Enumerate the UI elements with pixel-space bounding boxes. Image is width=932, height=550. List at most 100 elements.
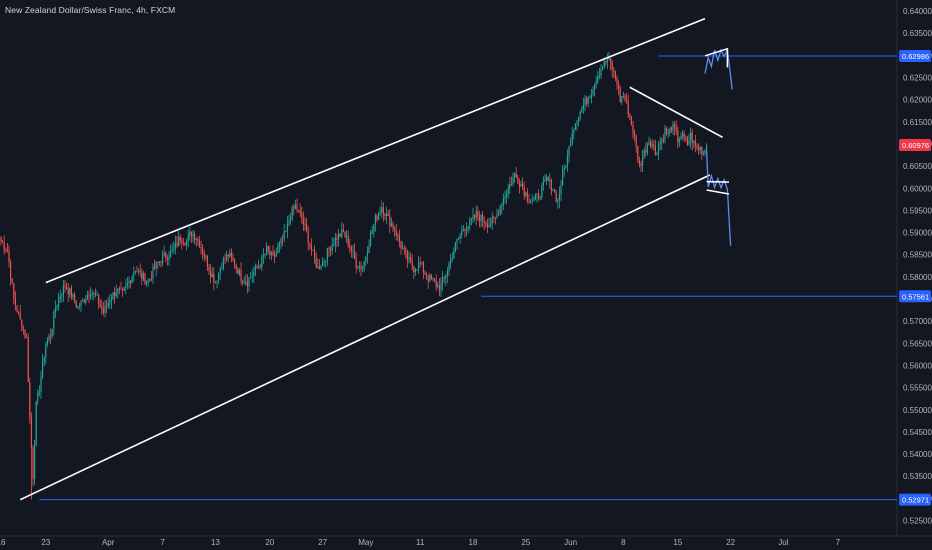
- candle-body: [590, 94, 592, 98]
- descending-line-trendline[interactable]: [629, 86, 723, 139]
- candle-body: [518, 183, 520, 187]
- candle: [357, 265, 359, 270]
- candle-body: [558, 193, 560, 201]
- low-price-badge[interactable]: 0.52971: [899, 493, 931, 506]
- channel-lower-trendline[interactable]: [19, 174, 711, 501]
- candle-body: [413, 266, 415, 273]
- candle-body: [520, 183, 522, 187]
- candle: [606, 53, 608, 70]
- bullish-scenario-path[interactable]: [704, 47, 733, 90]
- candle-body: [322, 261, 324, 267]
- candle: [531, 194, 533, 205]
- candle: [694, 134, 696, 153]
- candle: [43, 356, 45, 367]
- bearish-scenario-path[interactable]: [705, 151, 732, 246]
- candle-body: [106, 305, 108, 307]
- candle-body: [98, 294, 100, 305]
- candle: [142, 270, 144, 282]
- candle: [634, 129, 636, 142]
- candle-body: [542, 181, 544, 187]
- candle: [514, 172, 516, 184]
- candle: [315, 252, 317, 269]
- price-tick-label: 0.52500: [903, 516, 932, 525]
- candle-body: [94, 292, 96, 296]
- candle-body: [478, 216, 480, 222]
- candle: [158, 261, 160, 267]
- candle: [2, 239, 4, 244]
- candle: [58, 292, 60, 311]
- candle: [552, 188, 554, 192]
- support-price-badge[interactable]: 0.57561: [899, 290, 931, 303]
- candle-body: [461, 230, 463, 235]
- candle-body: [320, 266, 322, 270]
- candle-body: [85, 299, 87, 303]
- candle: [648, 136, 650, 146]
- candle: [422, 260, 424, 280]
- candle-body: [96, 294, 98, 296]
- candle-body: [43, 357, 45, 362]
- candle-body: [174, 243, 176, 249]
- candle-body: [370, 233, 372, 246]
- candle-body: [563, 168, 565, 171]
- channel-upper-trendline[interactable]: [45, 17, 706, 284]
- candle: [176, 235, 178, 248]
- candle: [198, 235, 200, 248]
- candle: [515, 166, 517, 179]
- candle-body: [386, 213, 388, 217]
- candle-body: [398, 234, 400, 242]
- candle: [670, 126, 672, 134]
- candle: [136, 265, 138, 273]
- time-tick-label: 27: [318, 538, 327, 547]
- candle: [390, 217, 392, 228]
- candle: [493, 215, 495, 224]
- candle-body: [544, 179, 546, 182]
- current-price-badge[interactable]: 0.60976: [899, 139, 931, 152]
- candle: [347, 230, 349, 249]
- candle: [144, 272, 146, 285]
- candle: [229, 248, 231, 259]
- price-tick-label: 0.54500: [903, 428, 932, 437]
- resistance-price-badge[interactable]: 0.62986: [899, 49, 931, 62]
- bullish-scenario-triangle[interactable]: [704, 47, 729, 68]
- candle: [5, 247, 7, 253]
- candle-body: [280, 238, 282, 244]
- candle-body: [38, 391, 40, 393]
- candle-body: [147, 280, 149, 282]
- candle: [526, 188, 528, 204]
- candle: [174, 235, 176, 255]
- candle: [186, 238, 188, 251]
- candle: [98, 293, 100, 310]
- candle-body: [18, 312, 20, 313]
- candle-body: [10, 262, 12, 279]
- candle-body: [384, 213, 386, 217]
- candle: [520, 180, 522, 187]
- candle: [154, 259, 156, 271]
- candle: [446, 266, 448, 284]
- price-tick-label: 0.58500: [903, 251, 932, 260]
- candle: [117, 288, 119, 299]
- candle: [523, 181, 525, 201]
- candle-body: [128, 280, 130, 284]
- candle: [498, 209, 500, 216]
- candle-body: [274, 255, 276, 257]
- candle-body: [440, 282, 442, 292]
- candle-body: [80, 300, 82, 307]
- candle: [512, 172, 514, 187]
- candle-body: [459, 234, 461, 238]
- candle: [547, 176, 549, 182]
- low-price-badge-bg: [899, 493, 931, 506]
- candle-body: [234, 259, 236, 266]
- candle: [333, 237, 335, 247]
- time-tick-label: 7: [836, 538, 841, 547]
- candle: [189, 226, 191, 241]
- candle: [86, 290, 88, 301]
- time-axis[interactable]: 16 23 Apr 7 13 20 27 May 11 18 25 Jun 8 15 22 Jul 7: [0, 538, 841, 547]
- candle-body: [469, 219, 471, 227]
- candle: [534, 193, 536, 201]
- candle: [26, 333, 28, 338]
- candle: [693, 139, 695, 149]
- bearish-scenario-box-bottom[interactable]: [706, 189, 730, 195]
- candle-body: [493, 216, 495, 218]
